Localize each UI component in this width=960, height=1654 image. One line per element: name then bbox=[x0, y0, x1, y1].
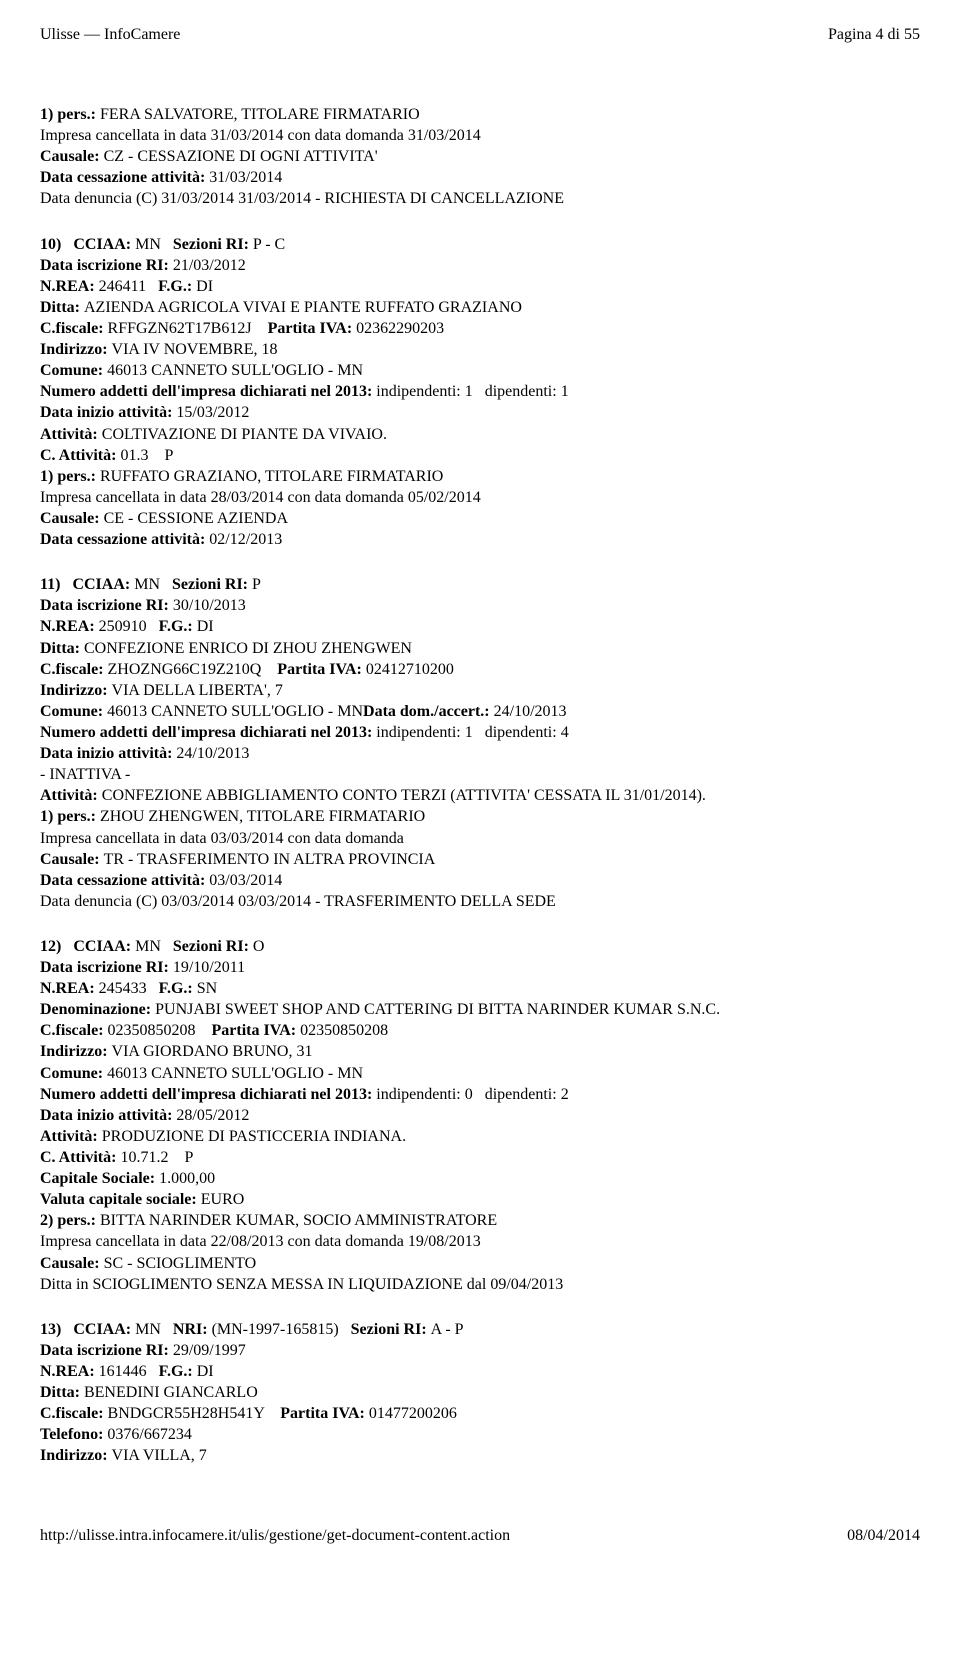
footer-right: 08/04/2014 bbox=[847, 1527, 920, 1545]
cf-line: C.fiscale: RFFGZN62T17B612J Partita IVA:… bbox=[40, 318, 920, 339]
ditta-line: Ditta: AZIENDA AGRICOLA VIVAI E PIANTE R… bbox=[40, 297, 920, 318]
comune-line: Comune: 46013 CANNETO SULL'OGLIO - MN bbox=[40, 360, 920, 381]
header-left: Ulisse — InfoCamere bbox=[40, 26, 180, 44]
page-header: Ulisse — InfoCamere Pagina 4 di 55 bbox=[40, 26, 920, 44]
valuta-line: Valuta capitale sociale: EURO bbox=[40, 1189, 920, 1210]
inattiva-line: - INATTIVA - bbox=[40, 764, 920, 785]
cancellata-line: Impresa cancellata in data 28/03/2014 co… bbox=[40, 487, 920, 508]
entry-11: 11) CCIAA: MN Sezioni RI: P Data iscrizi… bbox=[40, 574, 920, 912]
cf-line: C.fiscale: BNDGCR55H28H541Y Partita IVA:… bbox=[40, 1403, 920, 1424]
nrea-line: N.REA: 245433 F.G.: SN bbox=[40, 978, 920, 999]
cciaa-line: 11) CCIAA: MN Sezioni RI: P bbox=[40, 574, 920, 595]
cf-line: C.fiscale: ZHOZNG66C19Z210Q Partita IVA:… bbox=[40, 659, 920, 680]
addetti-line: Numero addetti dell'impresa dichiarati n… bbox=[40, 722, 920, 743]
attivita-line: Attività: CONFEZIONE ABBIGLIAMENTO CONTO… bbox=[40, 785, 920, 806]
iscrizione-line: Data iscrizione RI: 29/09/1997 bbox=[40, 1340, 920, 1361]
causale-line: Causale: SC - SCIOGLIMENTO bbox=[40, 1253, 920, 1274]
cancellata-line: Impresa cancellata in data 03/03/2014 co… bbox=[40, 828, 920, 849]
inizio-line: Data inizio attività: 15/03/2012 bbox=[40, 402, 920, 423]
denuncia-line: Data denuncia (C) 03/03/2014 03/03/2014 … bbox=[40, 891, 920, 912]
ditta-line: Ditta: BENEDINI GIANCARLO bbox=[40, 1382, 920, 1403]
pers-line: 2) pers.: BITTA NARINDER KUMAR, SOCIO AM… bbox=[40, 1210, 920, 1231]
cancellata-line: Impresa cancellata in data 31/03/2014 co… bbox=[40, 125, 920, 146]
nrea-line: N.REA: 250910 F.G.: DI bbox=[40, 616, 920, 637]
comune-line: Comune: 46013 CANNETO SULL'OGLIO - MNDat… bbox=[40, 701, 920, 722]
page: Ulisse — InfoCamere Pagina 4 di 55 1) pe… bbox=[0, 0, 960, 1585]
entry-12: 12) CCIAA: MN Sezioni RI: O Data iscrizi… bbox=[40, 936, 920, 1295]
cf-line: C.fiscale: 02350850208 Partita IVA: 0235… bbox=[40, 1020, 920, 1041]
page-footer: http://ulisse.intra.infocamere.it/ulis/g… bbox=[40, 1527, 920, 1545]
indirizzo-line: Indirizzo: VIA VILLA, 7 bbox=[40, 1445, 920, 1466]
addetti-line: Numero addetti dell'impresa dichiarati n… bbox=[40, 381, 920, 402]
ditta-line: Ditta: CONFEZIONE ENRICO DI ZHOU ZHENGWE… bbox=[40, 638, 920, 659]
denuncia-line: Data denuncia (C) 31/03/2014 31/03/2014 … bbox=[40, 188, 920, 209]
footer-left: http://ulisse.intra.infocamere.it/ulis/g… bbox=[40, 1527, 510, 1545]
scioglimento-line: Ditta in SCIOGLIMENTO SENZA MESSA IN LIQ… bbox=[40, 1274, 920, 1295]
pers-line: 1) pers.: FERA SALVATORE, TITOLARE FIRMA… bbox=[40, 104, 920, 125]
attivita-line: Attività: COLTIVAZIONE DI PIANTE DA VIVA… bbox=[40, 424, 920, 445]
pers-line: 1) pers.: ZHOU ZHENGWEN, TITOLARE FIRMAT… bbox=[40, 806, 920, 827]
indirizzo-line: Indirizzo: VIA IV NOVEMBRE, 18 bbox=[40, 339, 920, 360]
causale-line: Causale: TR - TRASFERIMENTO IN ALTRA PRO… bbox=[40, 849, 920, 870]
cattivita-line: C. Attività: 01.3 P bbox=[40, 445, 920, 466]
cciaa-line: 12) CCIAA: MN Sezioni RI: O bbox=[40, 936, 920, 957]
cciaa-line: 13) CCIAA: MN NRI: (MN-1997-165815) Sezi… bbox=[40, 1319, 920, 1340]
iscrizione-line: Data iscrizione RI: 30/10/2013 bbox=[40, 595, 920, 616]
capitale-line: Capitale Sociale: 1.000,00 bbox=[40, 1168, 920, 1189]
cciaa-line: 10) CCIAA: MN Sezioni RI: P - C bbox=[40, 234, 920, 255]
inizio-line: Data inizio attività: 28/05/2012 bbox=[40, 1105, 920, 1126]
telefono-line: Telefono: 0376/667234 bbox=[40, 1424, 920, 1445]
iscrizione-line: Data iscrizione RI: 21/03/2012 bbox=[40, 255, 920, 276]
cattivita-line: C. Attività: 10.71.2 P bbox=[40, 1147, 920, 1168]
inizio-line: Data inizio attività: 24/10/2013 bbox=[40, 743, 920, 764]
cessazione-line: Data cessazione attività: 31/03/2014 bbox=[40, 167, 920, 188]
denominazione-line: Denominazione: PUNJABI SWEET SHOP AND CA… bbox=[40, 999, 920, 1020]
attivita-line: Attività: PRODUZIONE DI PASTICCERIA INDI… bbox=[40, 1126, 920, 1147]
comune-line: Comune: 46013 CANNETO SULL'OGLIO - MN bbox=[40, 1063, 920, 1084]
nrea-line: N.REA: 246411 F.G.: DI bbox=[40, 276, 920, 297]
indirizzo-line: Indirizzo: VIA GIORDANO BRUNO, 31 bbox=[40, 1041, 920, 1062]
header-right: Pagina 4 di 55 bbox=[828, 26, 920, 44]
entry-13: 13) CCIAA: MN NRI: (MN-1997-165815) Sezi… bbox=[40, 1319, 920, 1467]
cessazione-line: Data cessazione attività: 02/12/2013 bbox=[40, 529, 920, 550]
causale-line: Causale: CZ - CESSAZIONE DI OGNI ATTIVIT… bbox=[40, 146, 920, 167]
pers-line: 1) pers.: RUFFATO GRAZIANO, TITOLARE FIR… bbox=[40, 466, 920, 487]
indirizzo-line: Indirizzo: VIA DELLA LIBERTA', 7 bbox=[40, 680, 920, 701]
nrea-line: N.REA: 161446 F.G.: DI bbox=[40, 1361, 920, 1382]
entry-9-tail: 1) pers.: FERA SALVATORE, TITOLARE FIRMA… bbox=[40, 104, 920, 210]
addetti-line: Numero addetti dell'impresa dichiarati n… bbox=[40, 1084, 920, 1105]
causale-line: Causale: CE - CESSIONE AZIENDA bbox=[40, 508, 920, 529]
iscrizione-line: Data iscrizione RI: 19/10/2011 bbox=[40, 957, 920, 978]
cancellata-line: Impresa cancellata in data 22/08/2013 co… bbox=[40, 1231, 920, 1252]
cessazione-line: Data cessazione attività: 03/03/2014 bbox=[40, 870, 920, 891]
entry-10: 10) CCIAA: MN Sezioni RI: P - C Data isc… bbox=[40, 234, 920, 551]
